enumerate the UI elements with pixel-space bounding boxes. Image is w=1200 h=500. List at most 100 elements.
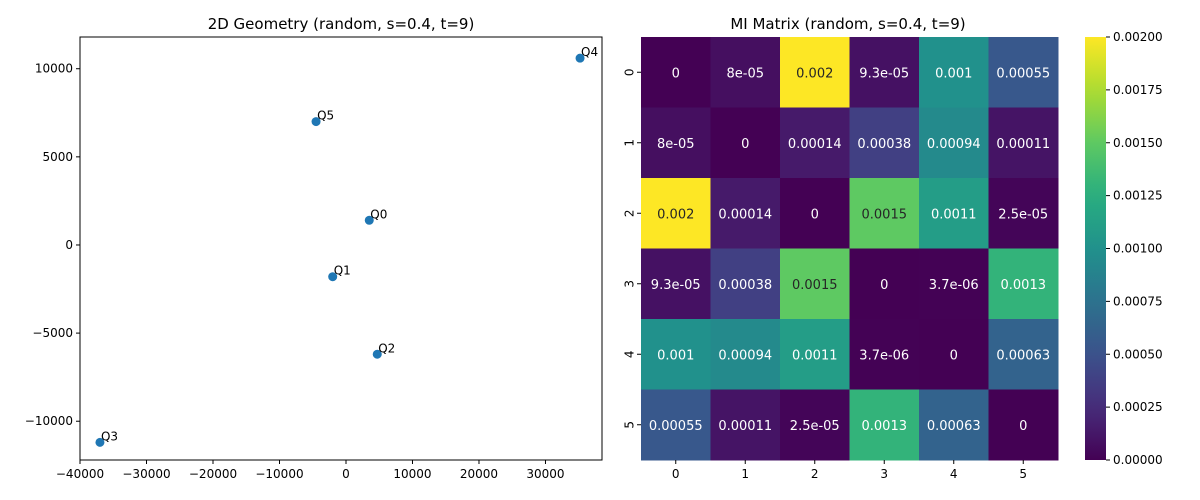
x-tick-label: 1 [741,467,749,481]
cell-label: 0.0011 [792,348,838,363]
heatmap-cell [988,37,1059,108]
cell-label: 0.00011 [996,137,1050,152]
x-tick-label: 0 [672,467,680,481]
colorbar-tick-label: 0.00100 [1113,242,1163,256]
cell-label: 0.00011 [718,419,772,434]
y-tick-label: 5 [623,421,637,429]
cell-label: 0.00063 [927,419,981,434]
heatmap-x-ticks: 0 1 2 3 4 5 [672,460,1027,481]
x-tick-label: 20000 [460,467,498,481]
heatmap-cell [641,37,711,108]
scatter-x-ticks: −40000 −30000 −20000 −10000 0 10000 20000 30000 [56,460,565,481]
scatter-chart: 2D Geometry (random, s=0.4, t=9) Q0Q1Q2Q… [25,15,603,481]
x-tick-label: 30000 [526,467,564,481]
heatmap-cell [919,178,989,249]
colorbar-tick-label: 0.00125 [1113,189,1163,203]
heatmap-cell [849,319,920,390]
heatmap-cells: 0 8e-05 0.002 9.3e-05 0.001 0.00055 8e-05 0 0.00… [641,37,1059,461]
cell-label: 0.0015 [792,278,838,293]
x-tick-label: −40000 [56,467,104,481]
cell-label: 0.0015 [862,207,908,222]
cell-label: 9.3e-05 [651,278,701,293]
cell-label: 0.0011 [931,207,977,222]
cell-label: 3.7e-06 [859,348,909,363]
heatmap-cell [780,389,850,461]
heatmap-cell [710,107,781,179]
x-tick-label: 4 [950,467,958,481]
y-tick-label: 0 [623,68,637,76]
scatter-marks: Q0 Q1 Q2 Q3 Q4 Q5 [95,45,598,447]
heatmap-cell [919,37,989,108]
heatmap-y-ticks: 0 1 2 3 4 5 [623,68,641,429]
colorbar-tick-label: 0.00000 [1113,453,1163,467]
heatmap-cell [710,389,781,461]
y-tick-label: 3 [623,280,637,288]
x-tick-label: −30000 [122,467,170,481]
cell-label: 0.0013 [1001,278,1047,293]
point-label: Q3 [101,429,118,443]
heatmap-cell [641,248,711,320]
cell-label: 8e-05 [726,66,764,81]
cell-label: 0 [672,66,680,81]
x-tick-label: 2 [811,467,819,481]
heatmap-cell [710,37,781,108]
cell-label: 0 [880,278,888,293]
scatter-point [311,117,321,127]
x-tick-label: 3 [880,467,888,481]
heatmap-cell [641,107,711,179]
cell-label: 0 [741,137,749,152]
cell-label: 2.5e-05 [998,207,1048,222]
heatmap-cell [988,319,1059,390]
heatmap-cell [780,37,850,108]
heatmap-cell [919,107,989,179]
x-tick-label: −10000 [255,467,303,481]
cell-label: 0.00055 [996,66,1050,81]
cell-label: 0.00014 [718,207,772,222]
heatmap-cell [710,319,781,390]
colorbar-tick-label: 0.00050 [1113,347,1163,361]
scatter-point [328,272,338,282]
cell-label: 0.00063 [996,348,1050,363]
colorbar-ticks: 0.00000 0.00025 0.00050 0.00075 0.00100 0.001… [1106,30,1163,467]
cell-label: 0.002 [796,66,833,81]
scatter-point [575,53,585,63]
colorbar-tick-label: 0.00075 [1113,294,1163,308]
point-label: Q0 [370,207,387,221]
heatmap-cell [988,107,1059,179]
heatmap-cell [641,389,711,461]
colorbar-tick-label: 0.00175 [1113,83,1163,97]
scatter-title: 2D Geometry (random, s=0.4, t=9) [208,15,475,33]
cell-label: 0.0013 [862,419,908,434]
heatmap-cell [849,37,920,108]
x-tick-label: 0 [342,467,350,481]
colorbar-tick-label: 0.00200 [1113,30,1163,44]
heatmap-cell [780,248,850,320]
scatter-axes-frame [79,36,603,461]
heatmap-cell [849,248,920,320]
heatmap-cell [849,107,920,179]
heatmap-cell [919,389,989,461]
heatmap-cell [919,319,989,390]
cell-label: 0.00038 [718,278,772,293]
x-tick-label: 5 [1019,467,1027,481]
scatter-point [372,349,382,359]
cell-label: 0.001 [935,66,972,81]
heatmap-cell [710,248,781,320]
cell-label: 0.002 [657,207,694,222]
cell-label: 0 [811,207,819,222]
y-tick-label: 1 [623,139,637,147]
cell-label: 3.7e-06 [929,278,979,293]
colorbar [1085,37,1106,460]
heatmap-chart: MI Matrix (random, s=0.4, t=9) 0 8e-05 0.0… [623,15,1163,481]
point-label: Q5 [317,109,334,123]
heatmap-cell [780,319,850,390]
x-tick-label: 10000 [393,467,431,481]
cell-label: 0.00094 [718,348,772,363]
heatmap-cell [710,178,781,249]
scatter-y-ticks: 10000 5000 0 −5000 −10000 [25,62,80,428]
heatmap-cell [988,389,1059,461]
heatmap-cell [919,248,989,320]
colorbar-tick-label: 0.00025 [1113,400,1163,414]
cell-label: 9.3e-05 [859,66,909,81]
